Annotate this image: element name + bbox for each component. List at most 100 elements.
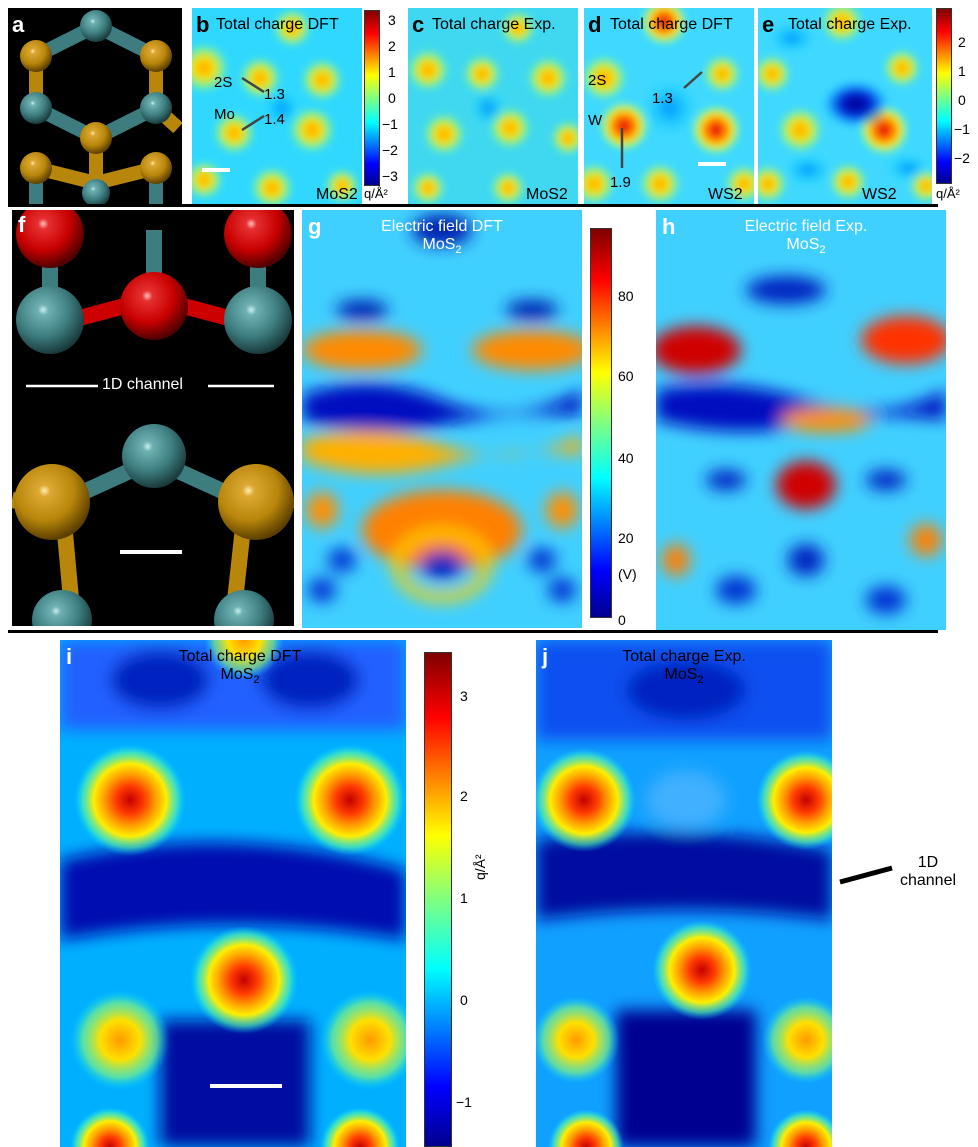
panel-label: h — [662, 214, 676, 239]
colorbar-tick: 0 — [388, 90, 396, 106]
scale-bar — [210, 1084, 282, 1088]
heatmap-i — [60, 640, 406, 1147]
panel-j-charge-map: j Total charge Exp. MoS2 — [536, 640, 832, 1147]
panel-title-text: Total charge Exp. — [622, 648, 746, 665]
heatmap-c — [408, 8, 578, 204]
material-label: MoS — [786, 235, 820, 253]
material-subscript: 2 — [819, 243, 826, 256]
colorbar-tick: 0 — [958, 92, 966, 108]
panel-a-structure: a — [8, 8, 182, 204]
panel-title-text: Electric field DFT — [381, 218, 503, 235]
colorbar-tick: −1 — [382, 116, 398, 132]
colorbar-tick: 1 — [958, 63, 966, 79]
panel-title: Total charge DFT MoS2 — [140, 648, 340, 686]
colorbar-tick: −2 — [954, 150, 970, 166]
material-subscript: 2 — [253, 673, 260, 686]
colorbar-tick: 3 — [460, 688, 468, 704]
panel-label: d — [588, 12, 602, 37]
panel-f-structure: f 1D channel — [12, 210, 294, 626]
material-subscript: 2 — [455, 243, 462, 256]
panel-label: i — [66, 644, 73, 669]
panel-label: j — [542, 644, 549, 669]
channel-label: 1D channel — [102, 376, 183, 393]
value-label: 1.3 — [652, 90, 673, 107]
separator — [8, 630, 938, 633]
colorbar-top-left — [364, 10, 380, 186]
colorbar-tick: 2 — [460, 788, 468, 804]
colorbar-tick: 2 — [958, 34, 966, 50]
colorbar-bottom — [424, 652, 452, 1147]
material-label: MoS — [422, 235, 456, 253]
pointer-lines — [620, 71, 703, 168]
colorbar-unit: q/Å² — [364, 186, 388, 201]
channel-pointer-line — [839, 865, 893, 885]
panel-label: g — [308, 214, 322, 239]
value-label: 1.9 — [610, 174, 631, 191]
colorbar-tick: 20 — [618, 530, 634, 546]
panel-g-field-map: g Electric field DFT MoS2 — [302, 210, 582, 628]
material-subscript: 2 — [697, 673, 704, 686]
panel-title-text: Electric field Exp. — [744, 218, 868, 235]
scale-bar — [698, 162, 726, 166]
colorbar-tick: −3 — [382, 168, 398, 184]
heatmap-j — [536, 640, 832, 1147]
label-2s: 2S — [214, 74, 233, 91]
colorbar-tick: −2 — [382, 142, 398, 158]
panel-label: a — [12, 12, 25, 37]
scale-bar — [202, 168, 230, 172]
colorbar-unit: (V) — [618, 566, 637, 582]
panel-label: b — [196, 12, 210, 37]
panel-d-charge-map: d Total charge DFT 2S W 1.3 1.9 WS2 — [584, 8, 754, 204]
colorbar-tick: 0 — [618, 612, 626, 628]
panel-i-charge-map: i Total charge DFT MoS2 — [60, 640, 406, 1147]
value-label: 1.4 — [264, 111, 285, 128]
material-label: MoS — [664, 665, 698, 683]
panel-title: Total charge Exp. MoS2 — [584, 648, 784, 686]
colorbar-tick: −1 — [954, 121, 970, 137]
channel-label-line1: 1D — [917, 854, 939, 871]
colorbar-tick: 80 — [618, 288, 634, 304]
channel-label: 1D channel — [888, 854, 968, 889]
label-w: W — [588, 112, 603, 129]
colorbar-tick: 40 — [618, 450, 634, 466]
material-label: MoS2 — [316, 186, 358, 203]
panel-label: c — [412, 12, 425, 37]
scale-bar — [120, 550, 182, 554]
panel-label: e — [762, 12, 775, 37]
panel-b-charge-map: b Total charge DFT 2S Mo 1.3 1.4 MoS2 — [192, 8, 362, 204]
panel-title: Total charge Exp. — [432, 16, 556, 33]
colorbar-unit: q/Å² — [472, 854, 488, 880]
colorbar-tick: 3 — [388, 12, 396, 28]
panel-title: Electric field Exp. MoS2 — [726, 218, 886, 256]
colorbar-tick: 2 — [388, 38, 396, 54]
panel-e-charge-map: e Total charge Exp. WS2 — [758, 8, 932, 204]
panel-title: Total charge DFT — [610, 16, 733, 33]
panel-title: Total charge Exp. — [788, 16, 912, 33]
colorbar-tick: −1 — [456, 1094, 472, 1110]
panel-c-charge-map: c Total charge Exp. MoS2 — [408, 8, 578, 204]
material-label: MoS2 — [526, 186, 568, 203]
value-label: 1.3 — [264, 86, 285, 103]
channel-label-line2: channel — [899, 871, 957, 889]
colorbar-tick: 1 — [388, 64, 396, 80]
label-2s: 2S — [588, 72, 607, 89]
colorbar-top-right — [936, 8, 952, 184]
colorbar-tick: 60 — [618, 368, 634, 384]
pointer-lines — [241, 76, 265, 132]
panel-label: f — [18, 212, 26, 237]
mos2-edge-model — [12, 210, 294, 626]
colorbar-middle — [590, 228, 612, 618]
heatmap-e — [758, 8, 932, 204]
panel-title-text: Total charge DFT — [178, 648, 302, 665]
heatmap-g — [302, 210, 582, 628]
heatmap-b — [192, 8, 362, 204]
panel-title: Electric field DFT MoS2 — [372, 218, 512, 256]
panel-h-field-map: h Electric field Exp. MoS2 — [656, 210, 946, 630]
colorbar-tick: 0 — [460, 992, 468, 1008]
separator — [8, 204, 938, 207]
panel-title: Total charge DFT — [216, 16, 339, 33]
label-mo: Mo — [214, 106, 235, 123]
colorbar-unit: q/Å² — [936, 186, 960, 201]
material-label: WS2 — [862, 186, 897, 203]
colorbar-tick: 1 — [460, 890, 468, 906]
